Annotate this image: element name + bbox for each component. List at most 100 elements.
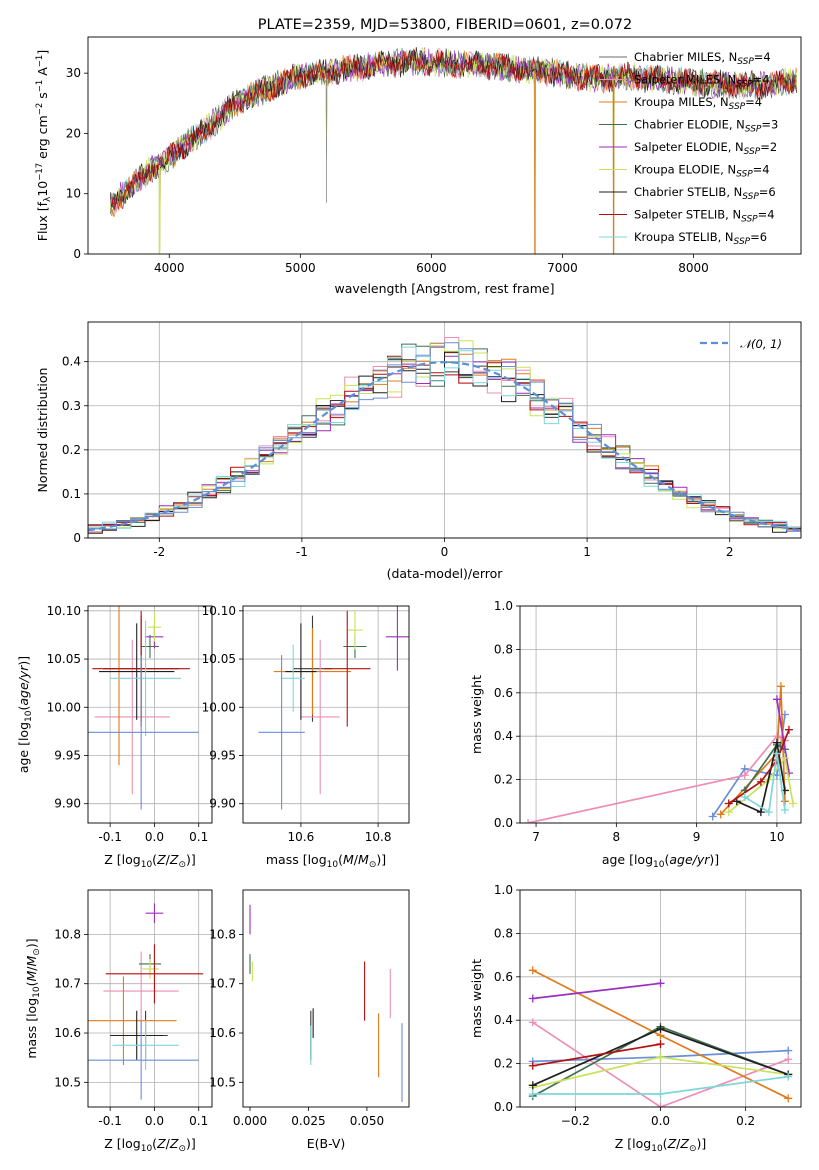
label-part: SSP (736, 169, 753, 179)
y-tick-label: 10.00 (202, 700, 236, 714)
label-part: −17 (35, 163, 45, 181)
weight-age-line-5 (728, 755, 794, 813)
weight-z-marker (656, 979, 665, 988)
label-part: SSP (729, 102, 746, 112)
x-tick-label: 0.1 (189, 1114, 208, 1128)
weight-z-marker (656, 1024, 665, 1033)
weight-z-y-label: mass weight (469, 959, 484, 1038)
label-part: λ (43, 196, 53, 202)
label-part: / (354, 852, 359, 867)
y-tick-label: 0.8 (494, 642, 513, 656)
weight-z-marker (528, 1081, 537, 1090)
y-tick-label: 0.0 (494, 1100, 513, 1114)
weight-age-line-1 (527, 735, 786, 823)
weight-z-marker (528, 966, 537, 975)
weight-age-marker (776, 682, 785, 691)
label-part: ] (35, 50, 50, 55)
weight-age-marker (788, 799, 797, 808)
x-tick-label: 0.0 (145, 830, 164, 844)
label-part: =4 (758, 208, 775, 222)
legend-entry-5: Kroupa ELODIE, NSSP=4 (634, 163, 770, 180)
x-tick-label: 2 (726, 545, 734, 559)
mass-vs-Z-frame (87, 889, 213, 1108)
label-part: Z (156, 852, 166, 867)
label-part: ( (152, 852, 157, 867)
y-tick-label: 10.8 (209, 927, 236, 941)
label-part: / (166, 1136, 171, 1151)
label-part: Chabrier STELIB, N (634, 185, 742, 199)
legend-entry-8: Kroupa STELIB, NSSP=6 (634, 230, 767, 247)
label-part: Z (156, 1136, 166, 1151)
weight-z-marker (528, 1018, 537, 1027)
weight-z-marker (784, 1094, 793, 1103)
weight-age-marker (780, 805, 789, 814)
weight-age-marker (772, 749, 781, 758)
label-part: ⊙ (369, 860, 377, 870)
weight-z-marker (528, 994, 537, 1003)
label-part: Kroupa MILES, N (634, 95, 729, 109)
label-part: 10 (651, 1144, 663, 1154)
y-tick-label: 1.0 (494, 599, 513, 613)
y-tick-label: 1.0 (494, 883, 513, 897)
label-part: Z [log (615, 1136, 651, 1151)
label-part: Z [log (104, 852, 140, 867)
weight-age-x-label: age [log10(age/yr)] (602, 852, 719, 870)
y-tick-label: 10.10 (202, 604, 236, 618)
label-part: erg cm (35, 115, 50, 163)
weight-age-marker (784, 725, 793, 734)
spectrum-y-label: Flux [fλ10−17 erg cm−2 s−1 A−1] (35, 50, 53, 241)
label-part: 10 (141, 1144, 153, 1154)
weight-age-marker (724, 799, 733, 808)
label-part: mass [log (24, 998, 39, 1059)
label-part: )] (24, 938, 39, 948)
label-part: )] (696, 1136, 706, 1151)
weight-z-marker (656, 1089, 665, 1098)
label-part: Chabrier MILES, N (634, 50, 737, 64)
label-part: / (676, 1136, 681, 1151)
y-tick-label: 10.5 (209, 1075, 236, 1089)
histogram-x-label: (data-model)/error (387, 566, 504, 581)
weight-z-marker (656, 1103, 665, 1107)
label-part: age [log (16, 722, 31, 773)
legend-entry-4: Salpeter ELODIE, NSSP=2 (634, 140, 777, 157)
figure-title: PLATE=2359, MJD=53800, FIBERID=0601, z=0… (258, 17, 632, 33)
y-tick-label: 0.2 (62, 443, 81, 457)
label-part: 10 (24, 710, 34, 722)
y-tick-label: 0.0 (494, 816, 513, 830)
weight-age-marker (524, 819, 533, 823)
spectrum-x-label: wavelength [Angstrom, rest frame] (334, 281, 554, 296)
label-part: ⊙ (178, 860, 186, 870)
y-tick-label: 0.4 (62, 355, 81, 369)
y-tick-label: 0.6 (494, 970, 513, 984)
label-part: / (24, 966, 39, 971)
label-part: SSP (745, 124, 762, 134)
legend-entry-7: Salpeter STELIB, NSSP=4 (634, 208, 775, 225)
label-part: )] (16, 656, 31, 666)
y-tick-label: 0.1 (62, 487, 81, 501)
spectrum-frame (87, 36, 802, 255)
x-tick-label: 5000 (285, 261, 316, 275)
mass-z-y-label: mass [log10(M/M⊙)] (24, 938, 42, 1058)
mass-z-x-label: Z [log10(Z/Z⊙)] (104, 1136, 196, 1154)
label-part: ( (663, 1136, 668, 1151)
weight-age-marker (716, 810, 725, 819)
histogram-step-series-9 (88, 342, 801, 535)
label-part: 10 (32, 986, 42, 998)
label-part: M (24, 971, 39, 982)
label-part: =4 (745, 95, 762, 109)
label-part: ( (664, 852, 669, 867)
y-tick-label: 10.6 (54, 1026, 81, 1040)
weight-z-marker (784, 1055, 793, 1064)
x-tick-label: -0.1 (98, 1114, 121, 1128)
y-tick-label: 9.95 (54, 748, 81, 762)
label-part: ( (24, 982, 39, 987)
label-part: ⊙ (178, 1144, 186, 1154)
label-part: Z (169, 852, 179, 867)
age-z-x-label: Z [log10(Z/Z⊙)] (104, 852, 196, 870)
legend-entry-3: Chabrier ELODIE, NSSP=3 (634, 118, 778, 135)
residual-histogram-axes: -2 -1 0 1 2 0 0.1 0.2 0.3 0.4 (62, 322, 801, 559)
spectrum-line-series-5 (110, 46, 798, 254)
weight-age-line-8 (744, 753, 786, 814)
label-part: Salpeter MILES, N (634, 73, 736, 87)
